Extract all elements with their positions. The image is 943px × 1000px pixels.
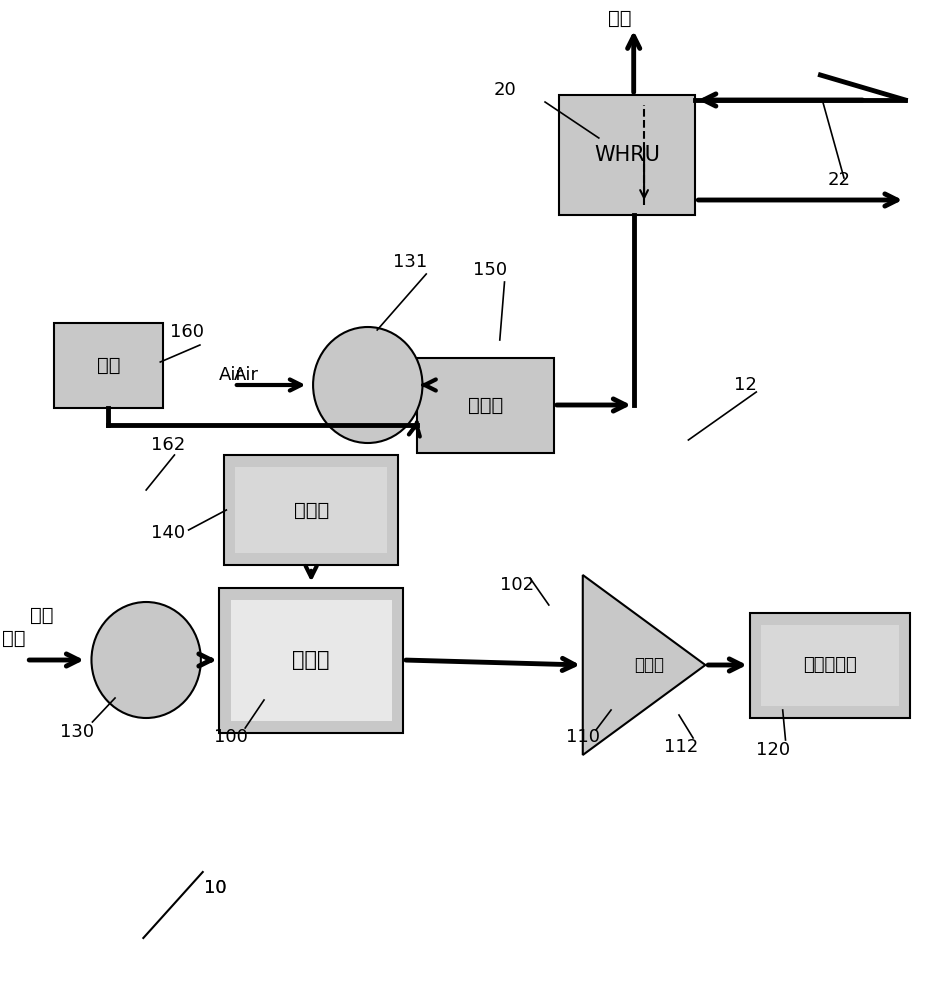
Text: 100: 100 xyxy=(214,728,248,746)
Text: 燃料: 燃料 xyxy=(97,356,120,374)
Text: 130: 130 xyxy=(60,723,94,741)
Bar xyxy=(236,467,388,553)
Text: 涡轮机: 涡轮机 xyxy=(634,656,664,674)
Text: 空气: 空气 xyxy=(30,605,54,624)
Circle shape xyxy=(313,327,422,443)
Text: 点火室: 点火室 xyxy=(292,650,330,670)
Text: 空气: 空气 xyxy=(3,629,25,648)
Circle shape xyxy=(91,602,201,718)
Text: 排气: 排气 xyxy=(608,8,631,27)
Bar xyxy=(55,322,163,408)
Text: 10: 10 xyxy=(204,879,226,897)
Text: 10: 10 xyxy=(204,879,226,897)
Text: 160: 160 xyxy=(170,323,204,341)
Bar xyxy=(219,587,404,732)
Bar xyxy=(418,358,554,452)
Text: 压缩器: 压缩器 xyxy=(293,500,329,520)
Text: 22: 22 xyxy=(828,171,851,189)
Text: 120: 120 xyxy=(756,741,790,759)
Text: Air: Air xyxy=(219,366,243,384)
Bar xyxy=(224,455,399,565)
Polygon shape xyxy=(583,575,705,755)
Text: WHRU: WHRU xyxy=(594,145,660,165)
Text: 162: 162 xyxy=(151,436,185,454)
Text: 102: 102 xyxy=(500,576,534,594)
Text: 燃烧器: 燃烧器 xyxy=(468,395,504,414)
Text: 140: 140 xyxy=(151,524,185,542)
Bar xyxy=(559,95,696,215)
Text: 110: 110 xyxy=(566,728,600,746)
Bar xyxy=(231,599,392,720)
Text: 150: 150 xyxy=(473,261,507,279)
Text: 12: 12 xyxy=(734,376,756,394)
Bar xyxy=(750,612,910,717)
Text: 112: 112 xyxy=(664,738,698,756)
Text: Air: Air xyxy=(234,366,259,384)
Text: 131: 131 xyxy=(393,253,427,271)
Bar xyxy=(761,624,899,706)
Text: 电气发电机: 电气发电机 xyxy=(803,656,856,674)
Text: 20: 20 xyxy=(493,81,516,99)
